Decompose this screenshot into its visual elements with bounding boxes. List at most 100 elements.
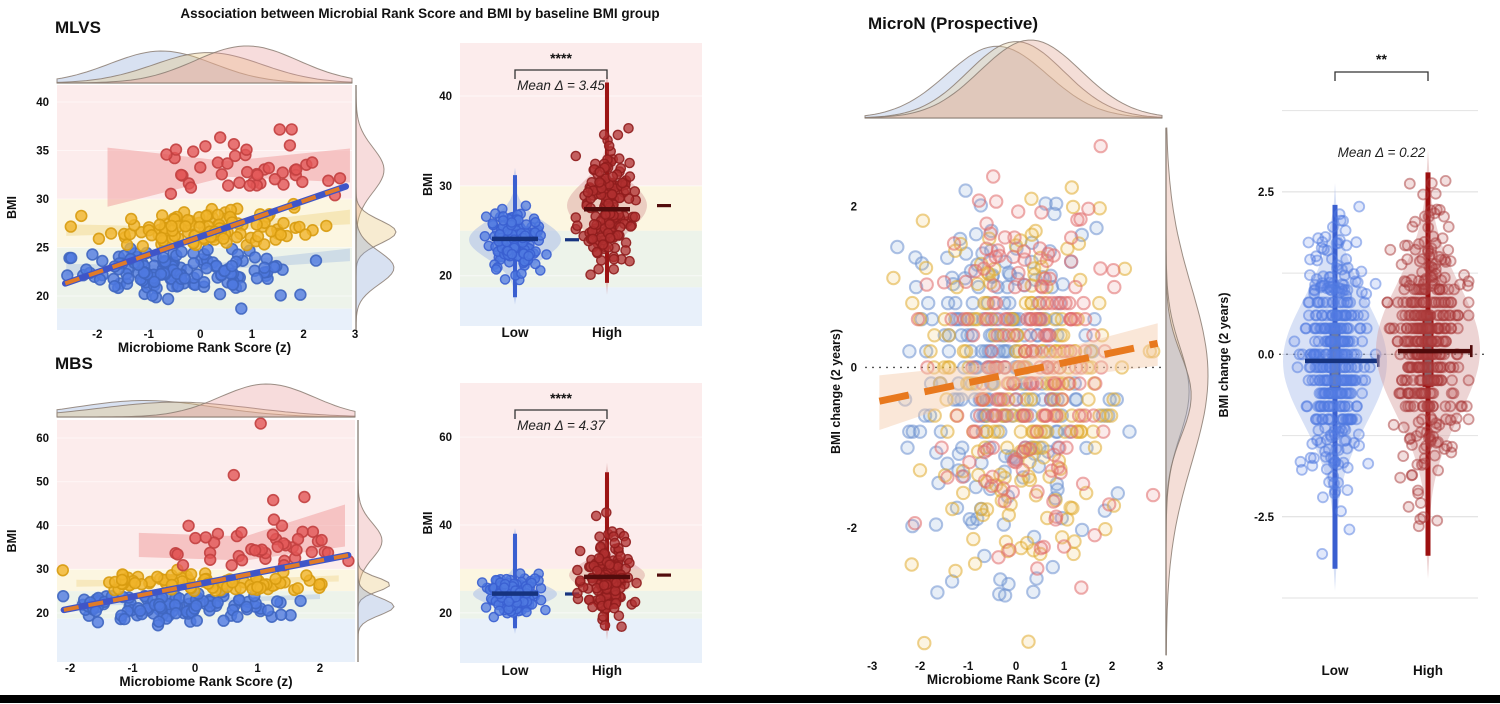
svg-text:BMI: BMI bbox=[421, 173, 435, 196]
svg-text:Mean Δ = 3.45: Mean Δ = 3.45 bbox=[517, 78, 605, 93]
significance-annotation: **** Mean Δ = 4.37 bbox=[514, 390, 608, 433]
mbs-jointplot-chart: -2 -1 0 1 2 20 30 40 50 60 Microbiome Rank Score (… bbox=[5, 383, 395, 689]
axes-labels: -2 -1 0 1 2 20 30 40 50 60 Microbiome Rank Score (… bbox=[5, 433, 323, 689]
svg-text:High: High bbox=[592, 325, 622, 340]
top-marginal-density bbox=[864, 39, 1163, 119]
median-marker-low bbox=[1305, 354, 1380, 367]
axes-labels: 20 30 40 BMI bbox=[421, 91, 452, 283]
svg-text:20: 20 bbox=[36, 608, 49, 620]
svg-text:60: 60 bbox=[439, 432, 452, 444]
significance-annotation: **** Mean Δ = 3.45 bbox=[514, 50, 608, 93]
svg-text:3: 3 bbox=[352, 329, 358, 341]
axes-labels: 20 40 60 BMI bbox=[421, 432, 452, 620]
svg-text:1: 1 bbox=[249, 329, 256, 341]
group-label-high: High bbox=[1413, 663, 1443, 678]
svg-text:20: 20 bbox=[439, 608, 452, 620]
svg-text:Microbiome Rank Score (z): Microbiome Rank Score (z) bbox=[927, 672, 1100, 687]
panel-label-mbs: MBS bbox=[55, 354, 93, 373]
svg-text:****: **** bbox=[550, 50, 572, 66]
svg-text:35: 35 bbox=[36, 145, 49, 157]
confidence-bands-over bbox=[879, 323, 1158, 431]
svg-text:30: 30 bbox=[36, 564, 49, 576]
svg-text:2: 2 bbox=[1109, 661, 1115, 673]
strip-points-high bbox=[1381, 174, 1475, 533]
svg-text:2: 2 bbox=[851, 202, 857, 214]
svg-text:Microbiome Rank Score (z): Microbiome Rank Score (z) bbox=[119, 674, 292, 689]
svg-text:Mean Δ = 4.37: Mean Δ = 4.37 bbox=[517, 418, 605, 433]
svg-text:-2.5: -2.5 bbox=[1254, 512, 1274, 524]
svg-text:40: 40 bbox=[36, 520, 49, 532]
svg-text:1: 1 bbox=[254, 663, 261, 675]
svg-text:BMI: BMI bbox=[5, 530, 19, 553]
svg-text:-1: -1 bbox=[144, 329, 155, 341]
svg-text:Low: Low bbox=[502, 325, 529, 340]
top-marginal-density bbox=[56, 45, 353, 84]
svg-text:BMI change (2 years): BMI change (2 years) bbox=[1217, 292, 1231, 417]
top-marginal-density bbox=[56, 383, 356, 418]
svg-text:-2: -2 bbox=[915, 661, 925, 673]
svg-text:Low: Low bbox=[1322, 663, 1349, 678]
median-marker-low bbox=[492, 236, 579, 242]
svg-text:2: 2 bbox=[300, 329, 306, 341]
axes-labels: -2 -1 0 1 2 3 20 25 30 35 40 Microbiome Rank Score … bbox=[5, 97, 358, 355]
svg-text:High: High bbox=[1413, 663, 1443, 678]
median-marker-low bbox=[492, 591, 579, 596]
right-marginal-density bbox=[357, 420, 395, 662]
micron-violin-chart: Low High ** Mean Δ = 0.22 2.5 0.0 -2.5 BMI chan… bbox=[1217, 51, 1486, 678]
svg-text:BMI change (2 years): BMI change (2 years) bbox=[830, 329, 843, 454]
svg-text:-3: -3 bbox=[867, 661, 877, 673]
significance-annotation: ** Mean Δ = 0.22 bbox=[1334, 51, 1429, 160]
figure-title: Association between Microbial Rank Score… bbox=[180, 6, 660, 21]
svg-text:-1: -1 bbox=[963, 661, 974, 673]
svg-text:30: 30 bbox=[439, 181, 452, 193]
mbs-violin-chart: Low High **** Mean Δ = 4.37 20 40 60 BMI bbox=[421, 383, 702, 678]
svg-text:0: 0 bbox=[192, 663, 198, 675]
group-label-low: Low bbox=[502, 663, 529, 678]
gridlines bbox=[460, 95, 702, 277]
panel-label-micron: MicroN (Prospective) bbox=[868, 14, 1039, 33]
panel-label-mlvs: MLVS bbox=[55, 18, 101, 37]
group-label-high: High bbox=[592, 325, 622, 340]
median-marker-high bbox=[584, 204, 671, 212]
mlvs-jointplot-chart: -2 -1 0 1 2 3 20 25 30 35 40 Microbiome Rank Score … bbox=[5, 45, 397, 355]
svg-text:-2: -2 bbox=[92, 329, 102, 341]
svg-text:2.5: 2.5 bbox=[1258, 187, 1275, 199]
svg-text:40: 40 bbox=[439, 520, 452, 532]
svg-text:60: 60 bbox=[36, 433, 49, 445]
svg-text:1: 1 bbox=[1061, 661, 1068, 673]
group-label-high: High bbox=[592, 663, 622, 678]
svg-text:Mean Δ = 0.22: Mean Δ = 0.22 bbox=[1338, 145, 1426, 160]
strip-points-low bbox=[1288, 200, 1382, 560]
median-marker-high bbox=[1398, 345, 1473, 358]
svg-text:0: 0 bbox=[1013, 661, 1019, 673]
svg-text:50: 50 bbox=[36, 477, 49, 489]
gridlines bbox=[57, 437, 355, 614]
regression-line bbox=[60, 551, 352, 614]
svg-text:20: 20 bbox=[36, 291, 49, 303]
bottom-border-bar bbox=[0, 695, 1500, 703]
right-marginal-density bbox=[355, 85, 397, 331]
regression-line bbox=[878, 339, 1159, 405]
svg-text:0.0: 0.0 bbox=[1258, 349, 1274, 361]
background-bands bbox=[57, 85, 352, 330]
svg-text:**: ** bbox=[1376, 51, 1387, 67]
svg-text:BMI: BMI bbox=[421, 512, 435, 535]
mlvs-violin-chart: Low High **** Mean Δ = 3.45 20 30 40 BMI bbox=[421, 43, 702, 340]
svg-text:30: 30 bbox=[36, 194, 49, 206]
svg-text:-2: -2 bbox=[847, 523, 857, 535]
svg-text:Low: Low bbox=[502, 663, 529, 678]
svg-text:-1: -1 bbox=[127, 663, 138, 675]
strip-points-high bbox=[570, 123, 642, 280]
right-marginal-density bbox=[1165, 127, 1209, 656]
svg-text:25: 25 bbox=[36, 243, 49, 255]
median-marker-high bbox=[584, 573, 671, 580]
svg-text:BMI: BMI bbox=[5, 196, 19, 219]
svg-text:40: 40 bbox=[439, 91, 452, 103]
svg-text:2: 2 bbox=[317, 663, 323, 675]
svg-text:0: 0 bbox=[197, 329, 203, 341]
svg-text:Microbiome Rank Score (z): Microbiome Rank Score (z) bbox=[118, 340, 291, 355]
scatter-points bbox=[886, 138, 1161, 651]
